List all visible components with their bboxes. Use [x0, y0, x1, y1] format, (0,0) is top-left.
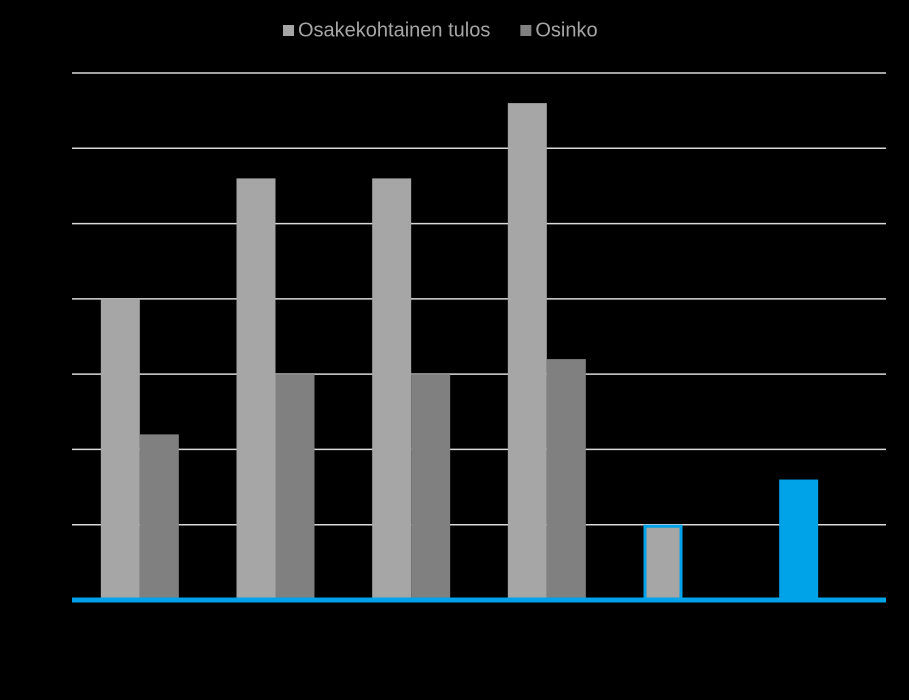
- y-tick-label: 6: [51, 137, 62, 159]
- bar: [643, 524, 683, 602]
- legend-swatch: [283, 25, 294, 36]
- y-tick-label: 2: [51, 438, 62, 460]
- bar: [236, 178, 276, 600]
- bar: [779, 479, 819, 600]
- legend-swatch: [520, 25, 532, 36]
- legend-label: Osinko: [535, 19, 597, 41]
- bar: [139, 434, 179, 600]
- y-tick-label: 1: [51, 513, 62, 535]
- bar: [372, 178, 412, 600]
- bar: [411, 374, 451, 600]
- bar: [507, 103, 547, 600]
- y-tick-label: 0: [51, 588, 62, 610]
- y-tick-label: 7: [51, 61, 62, 83]
- y-tick-label: 5: [51, 212, 62, 234]
- y-tick-label: 3: [51, 362, 62, 384]
- bar: [100, 298, 140, 600]
- legend-label: Osakekohtainen tulos: [298, 19, 490, 41]
- y-tick-label: 4: [51, 287, 62, 309]
- bar: [275, 374, 315, 600]
- bar: [546, 359, 586, 600]
